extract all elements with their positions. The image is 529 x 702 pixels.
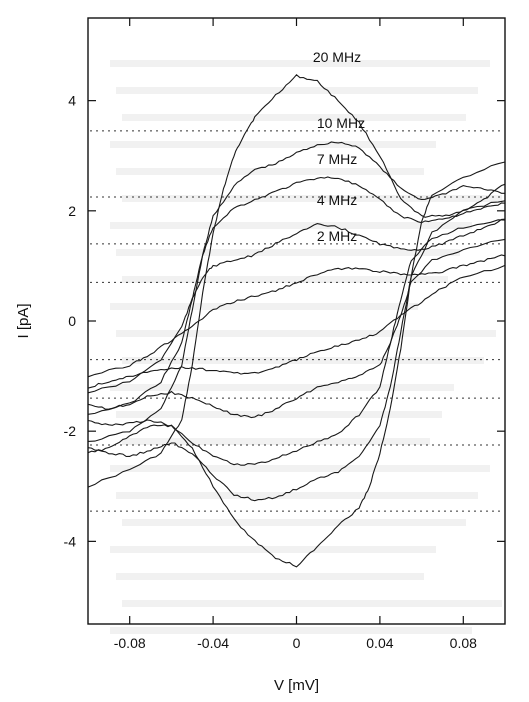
curve-label: 10 MHz (317, 115, 365, 131)
series-7-mhz (87, 176, 506, 466)
bleed-through-line (116, 573, 424, 580)
bleed-through-line (116, 87, 478, 94)
series-line-upper (87, 176, 506, 415)
curve-label: 2 MHz (317, 228, 357, 244)
y-axis-label: I [pA] (15, 303, 32, 338)
bleed-through-line (110, 222, 472, 229)
bleed-through-line (110, 141, 436, 148)
y-tick-label: -2 (64, 423, 77, 439)
bleed-through-line (122, 357, 484, 364)
bleed-through-line (116, 492, 478, 499)
bleed-through-line (110, 303, 418, 310)
x-tick-label: -0.04 (197, 635, 229, 651)
series-line-lower (87, 200, 506, 502)
bleed-through-line (122, 195, 502, 202)
x-tick-label: 0.04 (366, 635, 393, 651)
bleed-through-line (110, 627, 472, 634)
curve-label: 20 MHz (313, 49, 361, 65)
series-line-upper (87, 254, 506, 378)
curve-label: 7 MHz (317, 151, 357, 167)
bleed-through-line (122, 276, 448, 283)
bleed-through-line (110, 60, 490, 67)
series-line-lower (87, 264, 506, 389)
series-line-upper (87, 141, 505, 442)
bleed-through-line (122, 438, 430, 445)
curve-labels: 20 MHz 10 MHz 7 MHz 4 MHz 2 MHz (313, 49, 365, 244)
bleed-through-line (110, 546, 436, 553)
plot-frame (87, 17, 506, 625)
y-tick-label: 2 (68, 203, 76, 219)
series-line-lower (87, 238, 506, 419)
bleed-through-line (116, 411, 442, 418)
series-line-upper (87, 74, 506, 488)
bleed-through-line (116, 330, 496, 337)
y-tick-label: 4 (68, 93, 76, 109)
axis-ticks: -0.08 -0.04 0 0.04 0.08 -4 -2 0 2 4 (64, 18, 505, 651)
y-tick-label: -4 (64, 533, 77, 549)
bleed-through-line (122, 600, 502, 607)
x-tick-label: -0.08 (114, 635, 146, 651)
series-line-lower (87, 219, 506, 466)
bleed-through-line (110, 465, 490, 472)
bleed-through-line (122, 114, 466, 121)
bleed-through-line (116, 249, 460, 256)
series-4-mhz (87, 218, 506, 419)
series-2-mhz (87, 254, 506, 389)
x-axis-label: V [mV] (274, 677, 319, 694)
series-curves (87, 74, 506, 568)
x-tick-label: 0 (293, 635, 301, 651)
x-tick-label: 0.08 (450, 635, 477, 651)
bleed-through-line (116, 168, 424, 175)
bleed-through-background (110, 60, 502, 634)
curve-label: 4 MHz (317, 192, 357, 208)
series-line-upper (87, 218, 506, 394)
dotted-reference-lines (90, 130, 503, 512)
bleed-through-line (110, 384, 454, 391)
bleed-through-line (122, 519, 466, 526)
y-tick-label: 0 (68, 313, 76, 329)
